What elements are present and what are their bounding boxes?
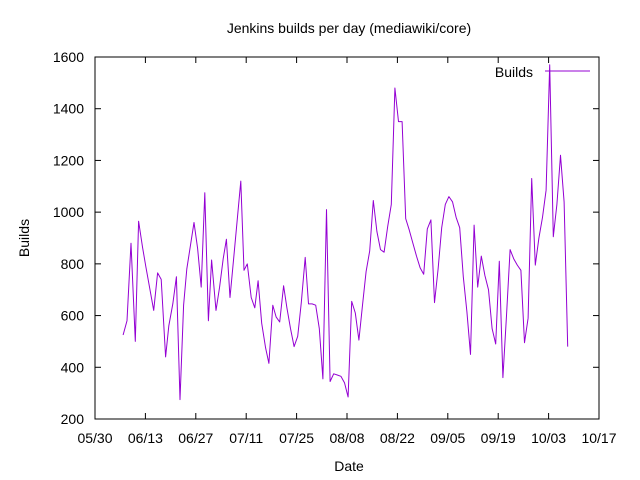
- legend: Builds: [495, 64, 590, 80]
- plot-frame: [94, 56, 600, 420]
- x-tick-label: 09/19: [481, 430, 516, 446]
- y-tick-label: 1000: [53, 204, 84, 220]
- x-tick-label: 05/30: [77, 430, 112, 446]
- y-tick-label: 1400: [53, 101, 84, 117]
- x-tick-label: 08/08: [329, 430, 364, 446]
- series-line-builds: [122, 64, 569, 401]
- legend-label: Builds: [495, 64, 533, 80]
- x-tick-label: 10/03: [531, 430, 566, 446]
- y-tick-label: 1200: [53, 152, 84, 168]
- x-tick-label: 07/25: [279, 430, 314, 446]
- x-axis-label: Date: [334, 458, 364, 474]
- x-tick-label: 09/05: [430, 430, 465, 446]
- y-axis-label: Builds: [16, 219, 32, 257]
- chart-title: Jenkins builds per day (mediawiki/core): [227, 20, 471, 36]
- series-layer: [122, 64, 569, 401]
- x-tick-label: 06/13: [128, 430, 163, 446]
- y-tick-label: 400: [61, 359, 85, 375]
- x-tick-label: 08/22: [380, 430, 415, 446]
- y-tick-label: 600: [61, 308, 85, 324]
- y-tick-label: 200: [61, 411, 85, 427]
- x-tick-label: 10/17: [581, 430, 616, 446]
- y-axis: 200 400 600 800 1000 1200 1400 1600: [53, 49, 599, 427]
- y-tick-label: 1600: [53, 49, 84, 65]
- x-tick-label: 07/11: [229, 430, 263, 446]
- y-tick-label: 800: [61, 256, 85, 272]
- x-axis: 05/30 06/13 06/27 07/11 07/25 08/08 08/22 09/05…: [77, 57, 617, 446]
- x-tick-label: 06/27: [178, 430, 213, 446]
